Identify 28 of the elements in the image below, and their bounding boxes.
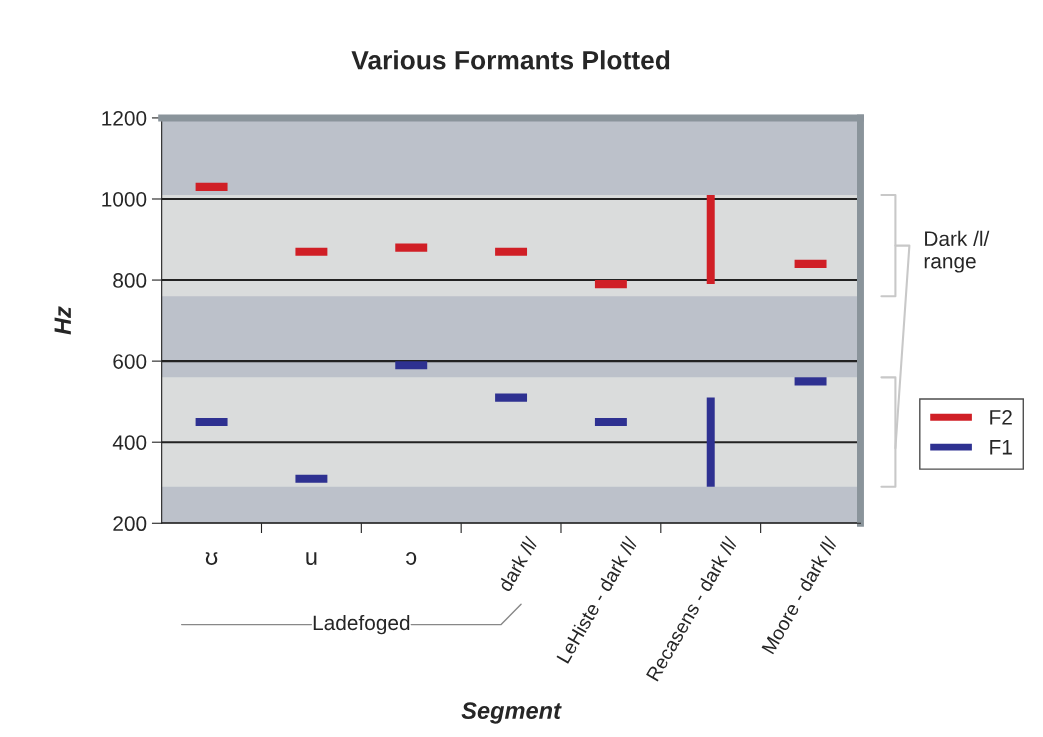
y-tick-label: 200: [113, 516, 147, 532]
bar: [594, 417, 627, 426]
y-tick-label: 1200: [102, 110, 147, 126]
bar: [195, 182, 228, 191]
bar: [195, 417, 228, 426]
text: Dark /l/ range: [924, 230, 990, 273]
x-tick-label: ʊ: [205, 552, 218, 565]
bar: [295, 247, 328, 256]
bar: [295, 474, 328, 483]
bar: [395, 243, 428, 252]
y-tick-label: 600: [113, 354, 147, 369]
x-tick-label: ɔ: [406, 552, 417, 565]
bar: [794, 259, 827, 268]
text: Ladefoged: [313, 614, 410, 635]
legend-label: F1: [990, 440, 1012, 455]
y-tick-label: 1000: [102, 191, 147, 207]
bar: [794, 377, 827, 386]
chart-title: Various Formants Plotted: [351, 50, 670, 70]
x-axis-title: Segment: [461, 702, 562, 724]
x-tick-label: u: [306, 552, 317, 565]
y-axis-title: Hz: [54, 306, 71, 335]
bar: [594, 280, 627, 289]
legend-label: F2: [990, 410, 1012, 425]
bar: [395, 361, 428, 370]
y-tick-label: 400: [112, 435, 147, 450]
bar: [495, 393, 528, 402]
y-tick-label: 800: [113, 273, 147, 288]
bar: [495, 247, 528, 256]
